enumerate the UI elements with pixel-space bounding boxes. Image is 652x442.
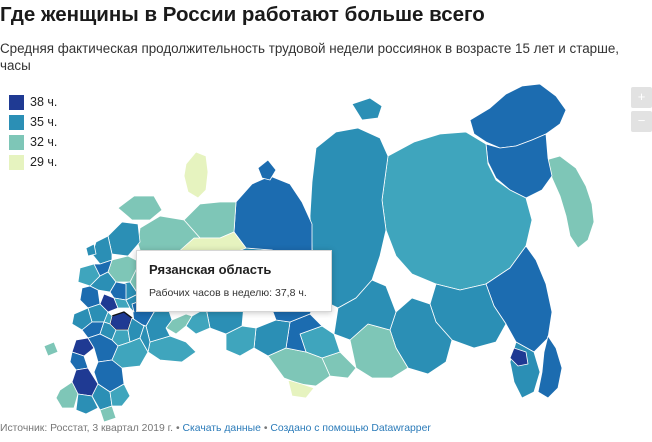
tooltip-value: Рабочих часов в неделю: 37,8 ч. bbox=[149, 287, 307, 299]
legend-label-32: 32 ч. bbox=[30, 135, 58, 149]
legend-swatch-38 bbox=[9, 94, 24, 110]
legend-swatch-29 bbox=[9, 154, 24, 170]
region-jewish-ao[interactable] bbox=[509, 347, 529, 367]
region-crimea[interactable] bbox=[43, 341, 59, 357]
region-yakutia[interactable] bbox=[381, 131, 533, 291]
region-kaliningrad[interactable] bbox=[85, 243, 97, 257]
legend-label-38: 38 ч. bbox=[30, 95, 58, 109]
region-dagestan[interactable] bbox=[99, 405, 117, 422]
footer: Источник: Росстат, 3 квартал 2019 г. • С… bbox=[0, 423, 431, 434]
region-orenburg[interactable] bbox=[147, 335, 197, 363]
made-with-link[interactable]: Создано с помощью Datawrapper bbox=[270, 423, 431, 434]
legend-item-32: 32 ч. bbox=[9, 132, 57, 152]
region-magadan[interactable] bbox=[485, 133, 553, 199]
region-murmansk[interactable] bbox=[117, 195, 163, 221]
region-sakhalin[interactable] bbox=[537, 335, 563, 399]
legend-label-35: 35 ч. bbox=[30, 115, 58, 129]
legend-swatch-32 bbox=[9, 134, 24, 150]
region-altai-republic[interactable] bbox=[287, 379, 315, 399]
tooltip-region-name: Рязанская область bbox=[149, 262, 272, 277]
russia-regions-map[interactable] bbox=[0, 72, 652, 422]
region-tooltip: Рязанская область Рабочих часов в неделю… bbox=[136, 250, 332, 312]
footer-source: Источник: Росстат, 3 квартал 2019 г. bbox=[0, 423, 174, 434]
zoom-in-button[interactable]: + bbox=[631, 87, 652, 108]
region-moscow[interactable] bbox=[99, 293, 119, 313]
legend-item-35: 35 ч. bbox=[9, 112, 57, 132]
region-yamal-peninsula[interactable] bbox=[257, 159, 277, 181]
region-irkutsk[interactable] bbox=[333, 279, 397, 341]
region-samara[interactable] bbox=[139, 325, 151, 353]
legend-swatch-35 bbox=[9, 114, 24, 130]
region-taymyr-islands[interactable] bbox=[351, 97, 383, 121]
footer-separator: • bbox=[175, 423, 180, 434]
legend: 38 ч. 35 ч. 32 ч. 29 ч. bbox=[9, 92, 57, 172]
page-subtitle: Средняя фактическая продолжительность тр… bbox=[0, 41, 619, 73]
region-astrakhan[interactable] bbox=[109, 383, 131, 407]
region-krasnodar[interactable] bbox=[55, 381, 79, 409]
page-title: Где женщины в России работают больше все… bbox=[0, 3, 485, 26]
region-novaya-zemlya[interactable] bbox=[183, 151, 209, 199]
legend-label-29: 29 ч. bbox=[30, 155, 58, 169]
region-stavropol[interactable] bbox=[75, 393, 99, 415]
download-data-link[interactable]: Скачать данные bbox=[182, 423, 261, 434]
legend-item-38: 38 ч. bbox=[9, 92, 57, 112]
legend-item-29: 29 ч. bbox=[9, 152, 57, 172]
region-chukotka[interactable] bbox=[469, 83, 567, 149]
zoom-out-button[interactable]: − bbox=[631, 111, 652, 132]
region-kursk[interactable] bbox=[71, 337, 95, 357]
footer-separator-2: • bbox=[263, 423, 268, 434]
region-kamchatka[interactable] bbox=[545, 155, 595, 249]
